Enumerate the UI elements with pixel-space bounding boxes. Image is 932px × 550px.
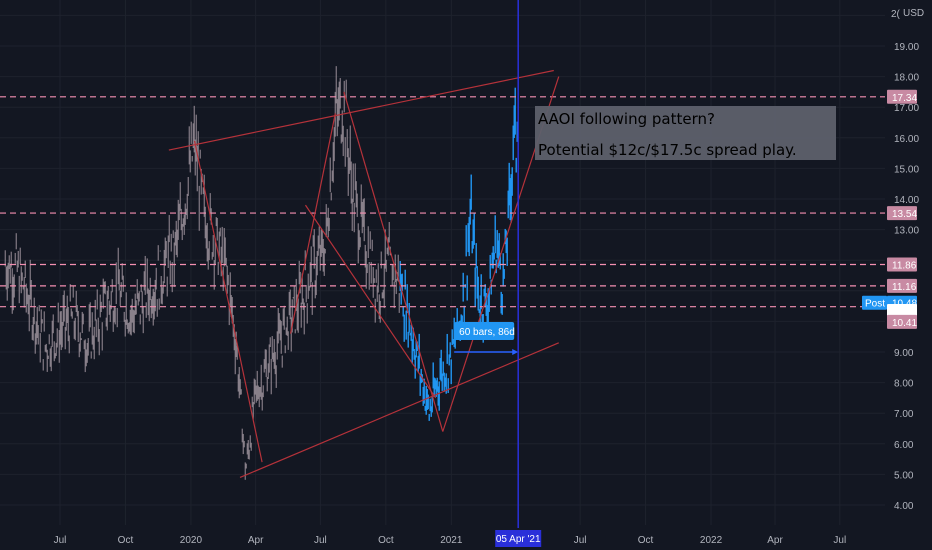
price-tick-label: 6.00 <box>894 440 914 451</box>
time-tick-label: 2022 <box>700 535 723 546</box>
price-tag-bg <box>887 206 917 221</box>
time-tick-label: 2020 <box>180 535 203 546</box>
price-tick-label: 8.00 <box>894 379 914 390</box>
date-range-measure[interactable]: 60 bars, 86d <box>454 322 519 355</box>
price-tag-label: 10.47 <box>892 307 917 318</box>
trendline[interactable] <box>193 140 263 463</box>
trendline[interactable] <box>343 91 444 432</box>
annotation-box[interactable]: AAOI following pattern? Potential $12c/$… <box>535 106 836 160</box>
price-level-lines[interactable] <box>0 96 885 308</box>
time-tick-label: Apr <box>248 535 264 546</box>
trendline[interactable] <box>168 69 554 151</box>
trendline[interactable] <box>239 342 559 479</box>
price-tick-label: 5.00 <box>894 470 914 481</box>
time-tick-label: Jul <box>574 535 587 546</box>
annotation-background <box>535 106 836 160</box>
price-tag-bg <box>887 257 917 272</box>
currency-label: USD <box>903 8 924 19</box>
price-tick-label: 7.00 <box>894 409 914 420</box>
time-tick-label: Jul <box>833 535 846 546</box>
time-tick-label: Oct <box>638 535 654 546</box>
price-tag-prefix: Post <box>865 299 885 310</box>
price-tag-bg <box>887 304 917 319</box>
cursor-date-tag: 05 Apr '21 <box>496 534 541 545</box>
price-tick-label-top: 2( <box>891 9 901 20</box>
price-tick-label: 4.00 <box>894 501 914 512</box>
time-tick-label: Jul <box>54 535 67 546</box>
annotation-line-2: Potential $12c/$17.5c spread play. <box>538 141 797 159</box>
time-tick-label: Oct <box>118 535 134 546</box>
price-tag-bg <box>887 278 917 293</box>
price-tag-label: 11.16 <box>892 282 917 293</box>
measure-label: 60 bars, 86d <box>459 327 515 338</box>
trendline[interactable] <box>304 204 437 399</box>
time-axis[interactable]: Jul Oct 2020 Apr Jul Oct 2021 Jul Oct 2022 Apr Jul 0… <box>54 530 847 547</box>
cursor-date-tag-bg <box>495 530 542 547</box>
measure-arrow-head <box>512 349 519 355</box>
price-tick-label: 19.00 <box>894 42 919 53</box>
price-tick-label: 14.00 <box>894 195 919 206</box>
time-tick-label: Oct <box>378 535 394 546</box>
time-tick-label: Apr <box>767 535 783 546</box>
annotation-line-1: AAOI following pattern? <box>538 110 715 128</box>
price-tag-bg <box>887 89 917 104</box>
price-tick-label: 15.00 <box>894 164 919 175</box>
price-tick-label: 13.00 <box>894 226 919 237</box>
price-tick-label: 18.00 <box>894 73 919 84</box>
price-tag-bg <box>887 314 917 329</box>
time-tick-label: Jul <box>314 535 327 546</box>
price-tick-label: 16.00 <box>894 134 919 145</box>
price-tag-label: 10.41 <box>892 318 917 329</box>
price-tick-label: 17.00 <box>894 103 919 114</box>
price-tick-label: 9.00 <box>894 348 914 359</box>
price-tag-label: 13.54 <box>892 209 917 220</box>
price-tag-prefix-bg <box>862 295 887 310</box>
time-tick-label: 2021 <box>440 535 463 546</box>
price-tag-label: 17.34 <box>892 93 917 104</box>
measure-label-bg <box>454 322 515 340</box>
trendline[interactable] <box>289 113 336 334</box>
price-axis[interactable]: USD 2( 4.00 5.00 6.00 7.00 8.00 9.00 13.00 14.0… <box>891 8 924 512</box>
price-tag-label: 11.86 <box>892 260 917 271</box>
